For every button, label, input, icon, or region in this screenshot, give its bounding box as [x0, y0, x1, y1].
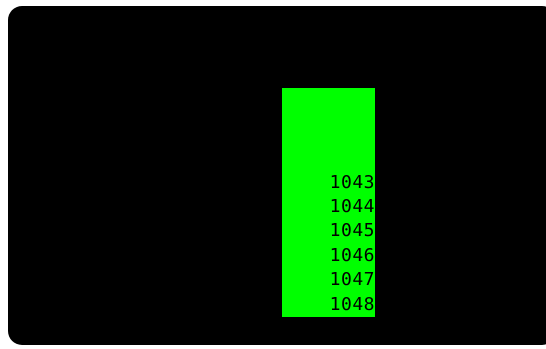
output-line: 1044 — [329, 196, 375, 218]
screen: 1043 1044 1045 1046 1047 1048 — [8, 6, 546, 345]
output-line: 1045 — [329, 220, 375, 242]
output-line: 1043 — [329, 171, 375, 193]
output-lines: 1043 1044 1045 1046 1047 1048 — [330, 171, 375, 317]
output-line: 1048 — [329, 293, 375, 315]
output-panel: 1043 1044 1045 1046 1047 1048 — [282, 88, 375, 317]
output-line: 1047 — [329, 269, 375, 291]
output-line: 1046 — [329, 244, 375, 266]
